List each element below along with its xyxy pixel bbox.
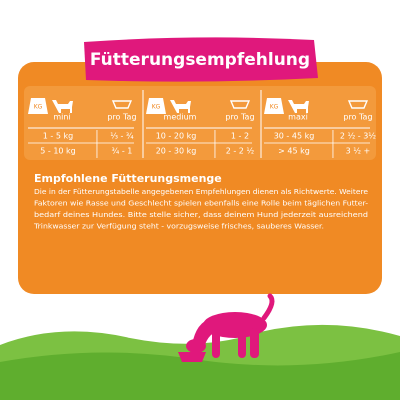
weight-icon-label: KG bbox=[34, 104, 43, 111]
per-day-label: pro Tag bbox=[225, 113, 254, 122]
daily-amount: 2 ½ - 3½ bbox=[340, 132, 376, 141]
per-day-label: pro Tag bbox=[343, 113, 372, 122]
section-text: Die in der Fütterungstabelle angegebenen… bbox=[33, 187, 368, 231]
weight-range: 30 - 45 kg bbox=[274, 132, 315, 141]
weight-icon bbox=[264, 98, 284, 114]
title: Fütterungsempfehlung bbox=[90, 50, 310, 70]
dog-illustration bbox=[178, 293, 275, 362]
daily-amount: ⅓ - ¾ bbox=[110, 132, 134, 141]
dog-icon bbox=[288, 100, 309, 113]
dog-icon bbox=[52, 100, 73, 113]
grass-front bbox=[0, 352, 400, 400]
paragraph-line: Trinkwasser zur Verfügung steht - vorzug… bbox=[33, 222, 324, 231]
weight-icon-label: KG bbox=[152, 104, 161, 111]
weight-range: 1 - 5 kg bbox=[43, 132, 73, 141]
weight-range: 20 - 30 kg bbox=[156, 147, 197, 156]
per-day-label: pro Tag bbox=[107, 113, 136, 122]
title-banner bbox=[84, 37, 318, 82]
paragraph-line: bedarf deines Hundes. Bitte stelle siche… bbox=[34, 210, 368, 219]
weight-icon-label: KG bbox=[270, 104, 279, 111]
table-background bbox=[24, 86, 376, 160]
feeding-table: KG mini pro Tag 1 - 5 kg ⅓ - ¾ 5 - 10 kg ¾ - 1… bbox=[28, 90, 376, 158]
daily-amount: 3 ½ + bbox=[346, 147, 371, 156]
size-label: medium bbox=[164, 113, 197, 122]
daily-amount: 1 - 2 bbox=[231, 132, 249, 141]
dog-icon bbox=[170, 100, 191, 113]
daily-amount: 2 - 2 ½ bbox=[226, 147, 255, 156]
weight-range: > 45 kg bbox=[278, 147, 310, 156]
weight-range: 5 - 10 kg bbox=[40, 147, 76, 156]
paragraph-line: Die in der Fütterungstabelle angegebenen… bbox=[34, 187, 368, 196]
bowl-icon bbox=[347, 100, 369, 109]
size-label: mini bbox=[53, 113, 70, 122]
weight-icon bbox=[28, 98, 48, 114]
paragraph-line: Faktoren wie Rasse und Geschlecht spiele… bbox=[34, 199, 368, 208]
daily-amount: ¾ - 1 bbox=[112, 147, 133, 156]
bowl-icon bbox=[229, 100, 251, 109]
weight-icon bbox=[146, 98, 166, 114]
weight-range: 10 - 20 kg bbox=[156, 132, 197, 141]
bowl-icon bbox=[111, 100, 133, 109]
size-label: maxi bbox=[288, 113, 308, 122]
section-heading: Empfohlene Fütterungsmenge bbox=[34, 172, 222, 185]
